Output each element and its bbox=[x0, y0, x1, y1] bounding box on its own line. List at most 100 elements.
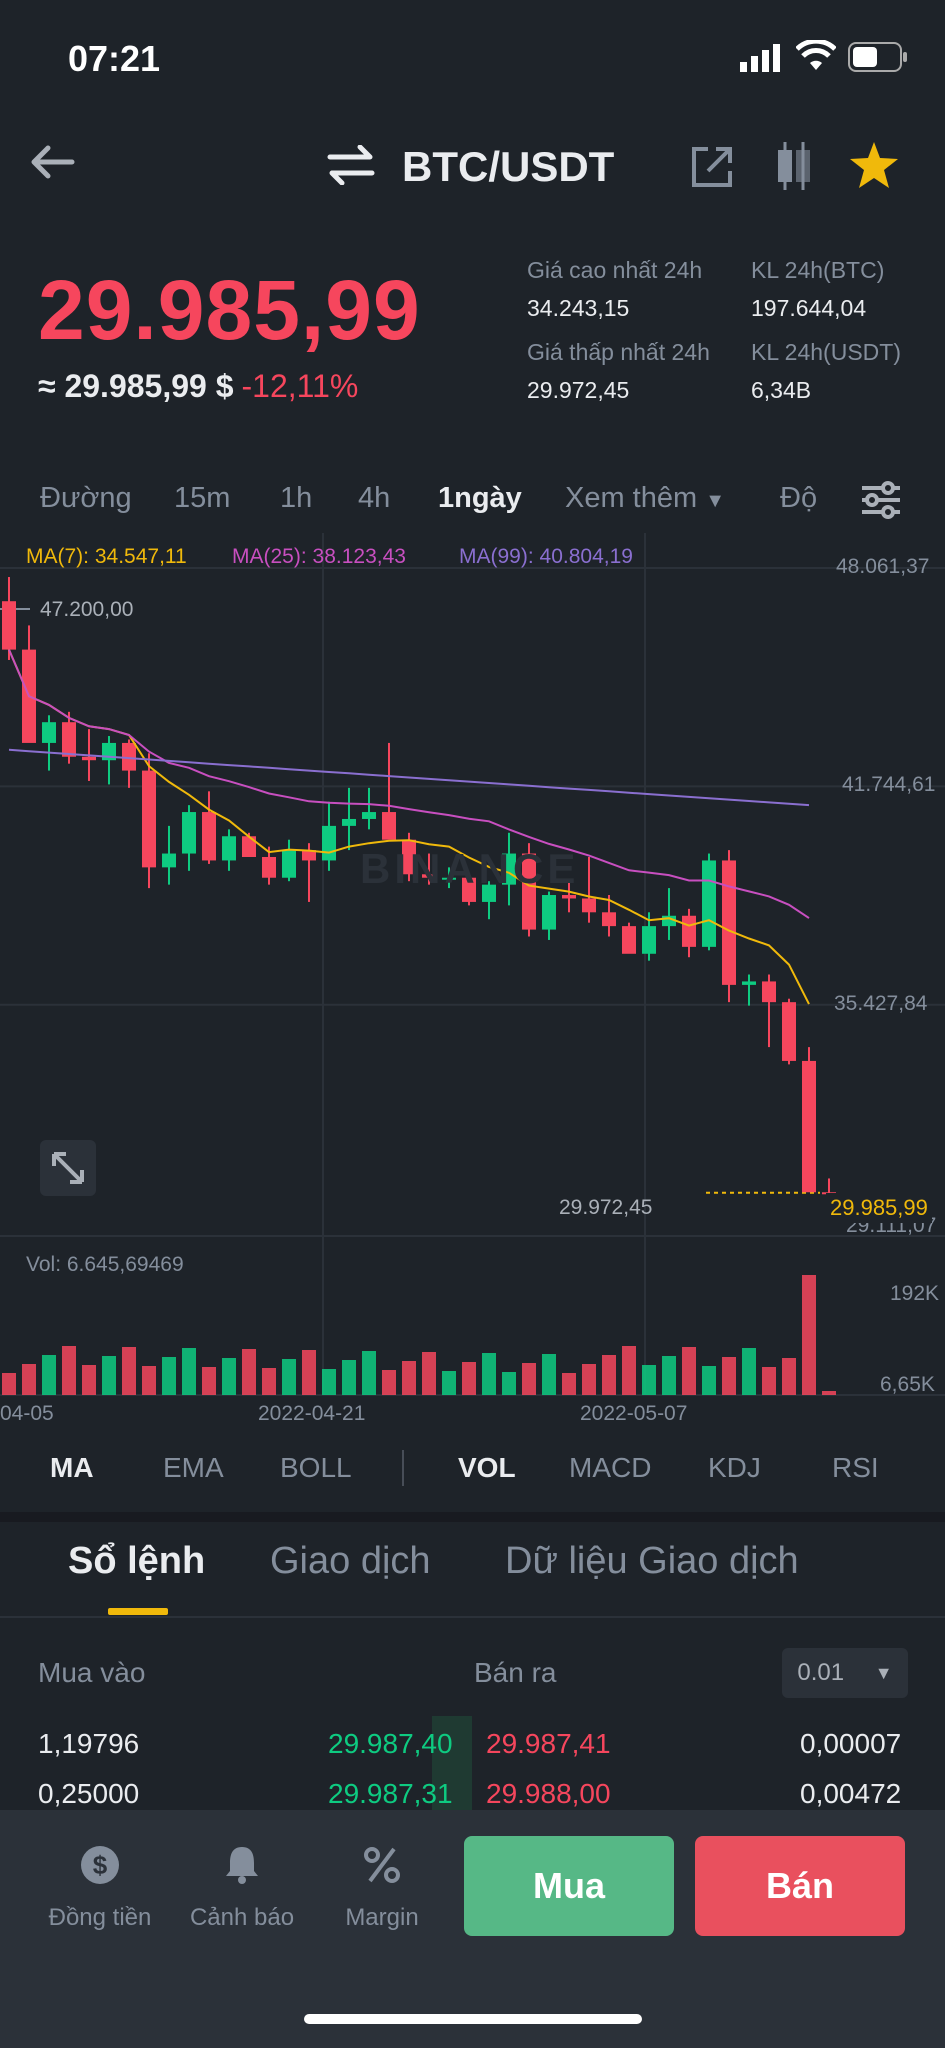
tf-more[interactable]: Xem thêm ▼ bbox=[565, 482, 725, 515]
volume-bar bbox=[42, 1355, 56, 1395]
margin-percent-icon[interactable] bbox=[362, 1845, 402, 1890]
y-label-2: 41.744,61 bbox=[842, 773, 936, 796]
vol-usdt-value: 6,34B bbox=[751, 377, 812, 403]
tab-orderbook[interactable]: Sổ lệnh bbox=[68, 1540, 206, 1582]
bell-icon[interactable] bbox=[222, 1843, 262, 1890]
volume-bar bbox=[562, 1373, 576, 1395]
ask-price-2[interactable]: 29.988,00 bbox=[486, 1778, 611, 1809]
candle-body bbox=[782, 1002, 796, 1061]
ind-ema[interactable]: EMA bbox=[163, 1452, 224, 1483]
candle-body bbox=[602, 912, 616, 927]
candle-body bbox=[582, 898, 596, 913]
candle-body bbox=[222, 836, 236, 861]
x-label-1: 04-05 bbox=[0, 1402, 54, 1425]
volume-bar bbox=[522, 1363, 536, 1395]
volume-bar bbox=[442, 1371, 456, 1395]
tf-1h[interactable]: 1h bbox=[280, 482, 313, 514]
candle-body bbox=[42, 722, 56, 743]
nav-alert[interactable]: Cảnh báo bbox=[189, 1904, 295, 1931]
volume-bar bbox=[822, 1391, 836, 1395]
back-arrow-icon[interactable] bbox=[26, 142, 76, 187]
candle-body bbox=[262, 856, 276, 878]
volume-bar bbox=[322, 1369, 336, 1395]
vol-min: 6,65K bbox=[880, 1373, 935, 1396]
signal-icon bbox=[740, 44, 784, 77]
wifi-icon bbox=[795, 38, 837, 77]
coin-dollar-icon[interactable]: $ bbox=[80, 1845, 120, 1890]
candle-body bbox=[202, 812, 216, 861]
volume-bar bbox=[402, 1361, 416, 1395]
volume-bar bbox=[602, 1355, 616, 1395]
indicator-divider bbox=[402, 1450, 404, 1486]
buy-header: Mua vào bbox=[38, 1657, 146, 1688]
candle-body bbox=[522, 853, 536, 930]
last-price: 29.985,99 bbox=[38, 263, 421, 357]
ind-macd[interactable]: MACD bbox=[569, 1452, 652, 1483]
tab-underline bbox=[108, 1608, 168, 1615]
tab-trades[interactable]: Giao dịch bbox=[270, 1540, 431, 1582]
tf-more-label: Xem thêm bbox=[565, 482, 698, 514]
tabs-divider bbox=[0, 1616, 945, 1618]
ind-kdj[interactable]: KDJ bbox=[708, 1452, 761, 1483]
share-icon[interactable] bbox=[690, 145, 734, 194]
section-divider bbox=[0, 1512, 945, 1522]
candle-body bbox=[802, 1060, 816, 1193]
volume-bar bbox=[802, 1275, 816, 1395]
sell-button[interactable]: Bán bbox=[695, 1836, 905, 1936]
candle-body bbox=[662, 915, 676, 927]
nav-coin[interactable]: Đồng tiền bbox=[48, 1904, 152, 1931]
pair-title[interactable]: BTC/USDT bbox=[402, 143, 615, 190]
ind-ma[interactable]: MA bbox=[50, 1452, 94, 1483]
bid-price-2[interactable]: 29.987,31 bbox=[328, 1778, 453, 1809]
vol-usdt-label: KL 24h(USDT) bbox=[751, 339, 901, 365]
volume-bar bbox=[542, 1354, 556, 1395]
candle-body bbox=[502, 853, 516, 885]
tf-depth[interactable]: Độ bbox=[780, 482, 818, 514]
tf-1day[interactable]: 1ngày bbox=[438, 482, 522, 514]
ind-rsi[interactable]: RSI bbox=[832, 1452, 879, 1483]
nav-margin[interactable]: Margin bbox=[345, 1904, 419, 1931]
tab-trade-data[interactable]: Dữ liệu Giao dịch bbox=[505, 1540, 799, 1582]
tf-4h[interactable]: 4h bbox=[358, 482, 391, 514]
swap-icon[interactable] bbox=[326, 144, 376, 190]
ma25-line bbox=[8, 649, 810, 919]
price-approx: ≈ 29.985,99 $ -12,11% bbox=[38, 368, 358, 405]
candle-body bbox=[702, 860, 716, 947]
candle-body bbox=[402, 839, 416, 875]
vol-btc-value: 197.644,04 bbox=[751, 295, 867, 321]
ind-boll[interactable]: BOLL bbox=[280, 1452, 352, 1483]
candle-body bbox=[562, 895, 576, 899]
y-label-3: 35.427,84 bbox=[834, 992, 928, 1015]
volume-bar bbox=[222, 1358, 236, 1395]
settings-sliders-icon[interactable] bbox=[860, 480, 902, 525]
candle-body bbox=[162, 853, 176, 868]
volume-bar bbox=[382, 1370, 396, 1395]
volume-bar bbox=[462, 1362, 476, 1395]
candle-body bbox=[422, 874, 436, 878]
buy-button[interactable]: Mua bbox=[464, 1836, 674, 1936]
ask-price-1[interactable]: 29.987,41 bbox=[486, 1728, 611, 1759]
ask-qty-2: 0,00472 bbox=[800, 1778, 902, 1809]
volume-bar bbox=[262, 1368, 276, 1395]
candle-body bbox=[62, 722, 76, 757]
approx-usd: ≈ 29.985,99 $ bbox=[38, 368, 234, 404]
bid-price-1[interactable]: 29.987,40 bbox=[328, 1728, 453, 1759]
favorite-star-icon[interactable] bbox=[850, 142, 898, 193]
candlestick-chart[interactable] bbox=[0, 533, 945, 1433]
tf-15m[interactable]: 15m bbox=[174, 482, 231, 514]
low-marker: 29.972,45 bbox=[559, 1196, 653, 1219]
volume-bar bbox=[582, 1364, 596, 1395]
chevron-down-icon: ▼ bbox=[705, 490, 726, 512]
x-label-2: 2022-04-21 bbox=[258, 1402, 366, 1425]
candle-body bbox=[2, 601, 16, 650]
candle-view-icon[interactable] bbox=[772, 142, 816, 197]
ask-qty-1: 0,00007 bbox=[800, 1728, 902, 1759]
volume-bar bbox=[282, 1359, 296, 1395]
low-label: Giá thấp nhất 24h bbox=[527, 339, 710, 365]
tf-line[interactable]: Đường bbox=[40, 482, 132, 514]
expand-chart-icon[interactable] bbox=[40, 1140, 96, 1196]
precision-select[interactable]: 0.01 ▼ bbox=[782, 1648, 908, 1698]
ind-vol[interactable]: VOL bbox=[458, 1452, 516, 1483]
candle-body bbox=[462, 877, 476, 902]
candle-body bbox=[442, 877, 456, 880]
